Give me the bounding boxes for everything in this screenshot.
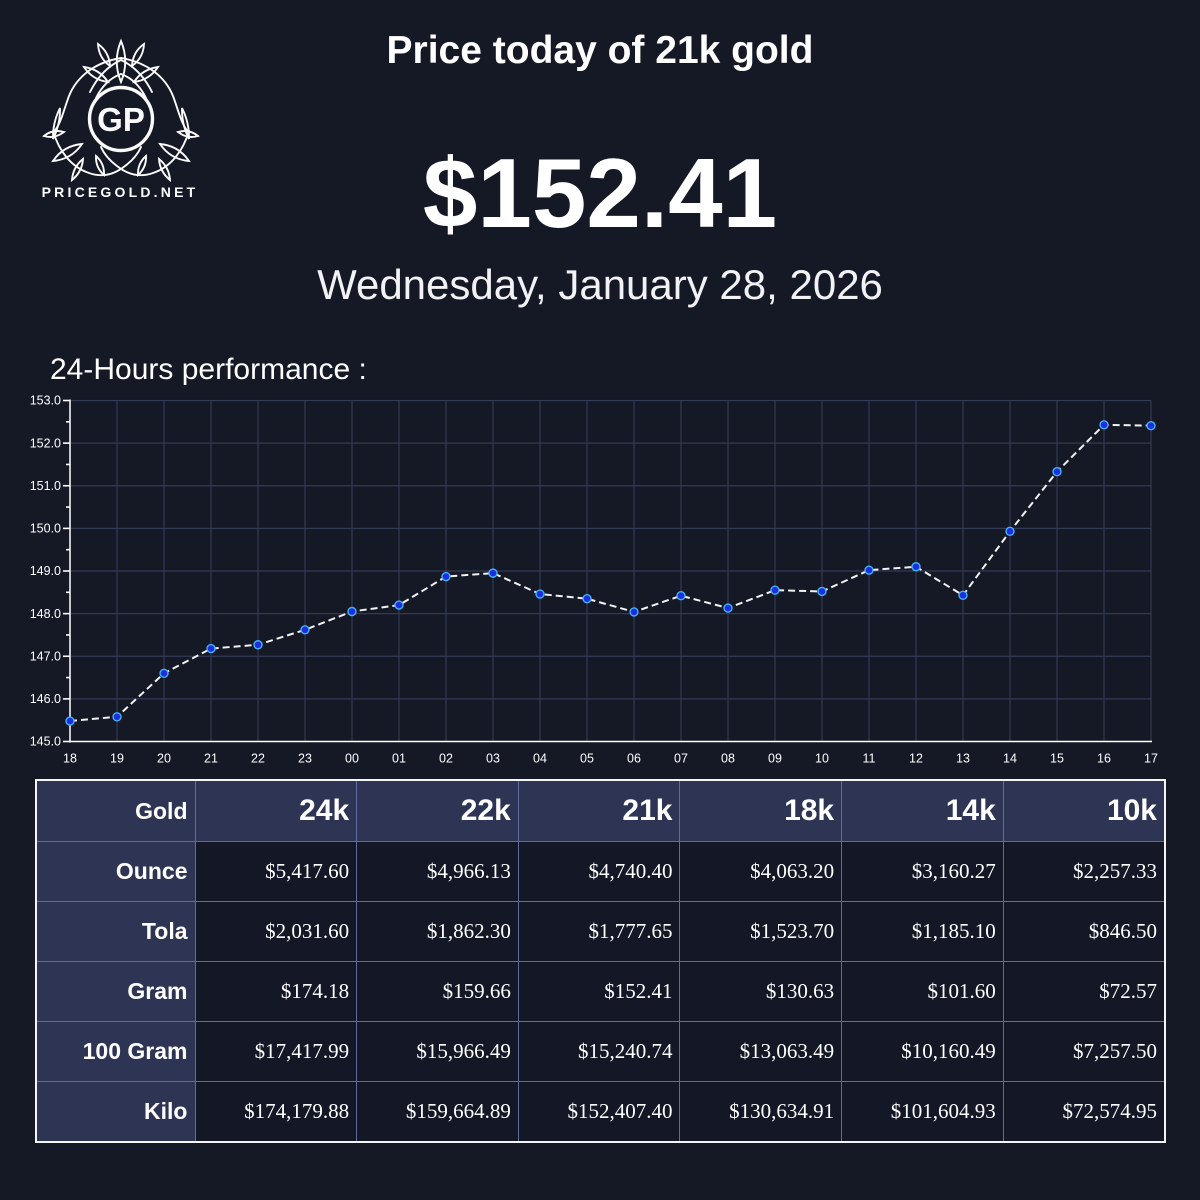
svg-text:148.0: 148.0 xyxy=(30,607,61,621)
svg-text:02: 02 xyxy=(439,752,453,766)
svg-text:08: 08 xyxy=(721,752,735,766)
svg-text:10: 10 xyxy=(815,752,829,766)
svg-text:18: 18 xyxy=(63,752,77,766)
svg-text:04: 04 xyxy=(533,752,547,766)
svg-text:12: 12 xyxy=(909,752,923,766)
svg-text:147.0: 147.0 xyxy=(30,649,61,663)
svg-text:14: 14 xyxy=(1003,752,1017,766)
svg-text:22: 22 xyxy=(251,752,265,766)
svg-text:01: 01 xyxy=(392,752,406,766)
svg-text:17: 17 xyxy=(1144,752,1158,766)
svg-text:151.0: 151.0 xyxy=(30,479,61,493)
svg-text:15: 15 xyxy=(1050,752,1064,766)
svg-text:19: 19 xyxy=(110,752,124,766)
svg-text:150.0: 150.0 xyxy=(30,522,61,536)
svg-text:20: 20 xyxy=(157,752,171,766)
svg-text:07: 07 xyxy=(674,752,688,766)
svg-text:11: 11 xyxy=(863,752,876,766)
svg-text:GP: GP xyxy=(97,101,145,138)
svg-text:00: 00 xyxy=(345,752,359,766)
svg-text:16: 16 xyxy=(1097,752,1111,766)
svg-text:23: 23 xyxy=(298,752,312,766)
svg-text:149.0: 149.0 xyxy=(30,564,61,578)
svg-text:153.0: 153.0 xyxy=(30,394,61,408)
svg-text:152.0: 152.0 xyxy=(30,436,61,450)
svg-text:09: 09 xyxy=(768,752,782,766)
svg-text:21: 21 xyxy=(204,752,218,766)
svg-text:145.0: 145.0 xyxy=(30,735,61,749)
svg-text:05: 05 xyxy=(580,752,594,766)
svg-text:06: 06 xyxy=(627,752,641,766)
svg-text:13: 13 xyxy=(956,752,970,766)
svg-text:146.0: 146.0 xyxy=(30,692,61,706)
svg-text:03: 03 xyxy=(486,752,500,766)
